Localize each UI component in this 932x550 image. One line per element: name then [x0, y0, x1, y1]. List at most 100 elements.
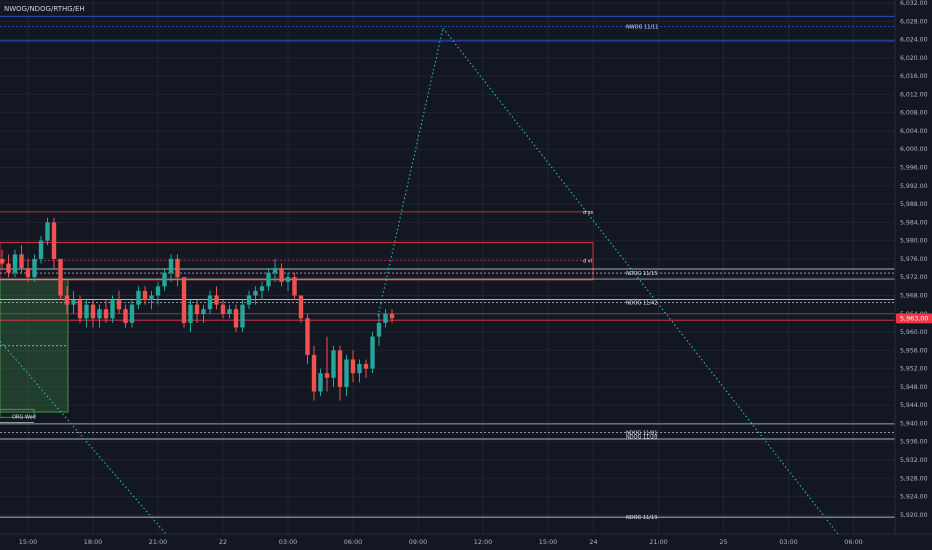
candle-body: [233, 309, 239, 328]
time-axis: [0, 534, 932, 550]
candle-body: [32, 258, 37, 278]
candle-body: [103, 309, 109, 319]
indicator-title: NWOG/NDOG/RTHG/EH: [4, 5, 85, 13]
candle-body: [64, 295, 70, 305]
candle-body: [136, 290, 141, 305]
candle-body: [162, 272, 167, 287]
price-tick-label: 5,960.00: [900, 329, 928, 336]
time-tick-label: 09:00: [409, 538, 427, 546]
candle-body: [0, 258, 5, 264]
candle-body: [77, 300, 83, 319]
level-label: NDOG 11/20: [626, 435, 657, 441]
candle-body: [25, 268, 31, 278]
candle-body: [220, 304, 226, 314]
candle-body: [97, 309, 102, 319]
candle-body: [6, 263, 11, 273]
session-label-box: [0, 408, 35, 418]
candle-body: [19, 254, 24, 269]
level-label: d vl: [583, 258, 592, 264]
price-tick-label: 5,924.00: [900, 494, 928, 501]
price-tick-label: 5,920.00: [900, 512, 928, 519]
level-label: d ss: [583, 210, 593, 216]
price-tick-label: 6,008.00: [900, 110, 928, 117]
candle-body: [272, 268, 278, 273]
candle-body: [285, 277, 291, 282]
fib-line: [377, 28, 444, 317]
candle-body: [227, 309, 232, 314]
time-tick-label: 06:00: [344, 538, 362, 546]
time-tick-label: 24: [589, 538, 597, 546]
level-label: NDOG 11/19: [626, 515, 657, 521]
candle-body: [168, 258, 174, 273]
fib-line: [0, 340, 167, 535]
candle-body: [194, 304, 200, 314]
price-tick-label: 5,980.00: [900, 238, 928, 245]
candle-body: [84, 304, 89, 319]
price-tick-label: 6,012.00: [900, 91, 928, 98]
candle-body: [331, 350, 336, 378]
price-tick-label: 5,996.00: [900, 165, 928, 172]
candle-body: [12, 254, 18, 273]
price-tick-label: 6,016.00: [900, 73, 928, 80]
candle-body: [90, 304, 96, 319]
price-tick-label: 5,956.00: [900, 347, 928, 354]
time-tick-label: 15:00: [539, 538, 557, 546]
candle-body: [292, 277, 297, 296]
candle-body: [324, 373, 330, 378]
price-tick-label: 5,952.00: [900, 366, 928, 373]
candle-body: [58, 258, 63, 296]
level-label: NDOG 11/15: [626, 271, 657, 277]
candle-body: [246, 295, 252, 305]
candle-body: [207, 295, 213, 310]
time-tick-label: 03:00: [279, 538, 297, 546]
candle-body: [110, 300, 115, 319]
candle-body: [201, 309, 206, 314]
candle-body: [253, 290, 258, 296]
time-tick-label: 22: [219, 538, 227, 546]
candle-body: [175, 258, 180, 278]
candle-body: [188, 304, 193, 323]
candle-body: [181, 277, 187, 323]
time-tick-label: 15:00: [19, 538, 37, 546]
price-tick-label: 5,944.00: [900, 402, 928, 409]
time-tick-label: 25: [719, 538, 727, 546]
time-tick-label: 03:00: [779, 538, 797, 546]
candle-body: [279, 268, 284, 282]
candle-body: [123, 309, 128, 323]
candle-body: [38, 240, 44, 259]
candle-body: [149, 295, 154, 301]
last-price-label: 5,963.00: [900, 315, 928, 323]
price-tick-label: 5,992.00: [900, 183, 928, 190]
price-tick-label: 5,940.00: [900, 420, 928, 427]
price-tick-label: 5,968.00: [900, 292, 928, 299]
level-label: NDOG 11/01: [626, 431, 657, 437]
time-tick-label: 18:00: [84, 538, 102, 546]
candle-body: [305, 318, 310, 355]
candle-body: [129, 304, 135, 323]
candle-body: [116, 300, 122, 310]
time-tick-label: 21:00: [649, 538, 667, 546]
price-tick-label: 6,000.00: [900, 146, 928, 153]
price-tick-label: 5,928.00: [900, 475, 928, 482]
candle-body: [266, 272, 271, 287]
price-tick-label: 6,032.00: [900, 0, 928, 7]
price-tick-label: 5,984.00: [900, 219, 928, 226]
candle-body: [376, 322, 382, 337]
candle-body: [45, 222, 50, 241]
candle-body: [344, 359, 349, 387]
candle-body: [298, 295, 304, 319]
time-tick-label: 06:00: [844, 538, 862, 546]
last-price-badge: [896, 313, 932, 324]
price-tick-label: 5,932.00: [900, 457, 928, 464]
price-tick-label: 5,976.00: [900, 256, 928, 263]
candle-body: [259, 286, 265, 291]
candle-body: [240, 304, 245, 328]
candle-body: [51, 222, 57, 259]
candle-body: [389, 313, 395, 319]
price-tick-label: 5,936.00: [900, 439, 928, 446]
candle-body: [155, 286, 161, 296]
price-tick-label: 6,004.00: [900, 128, 928, 135]
price-tick-label: 5,972.00: [900, 274, 928, 281]
